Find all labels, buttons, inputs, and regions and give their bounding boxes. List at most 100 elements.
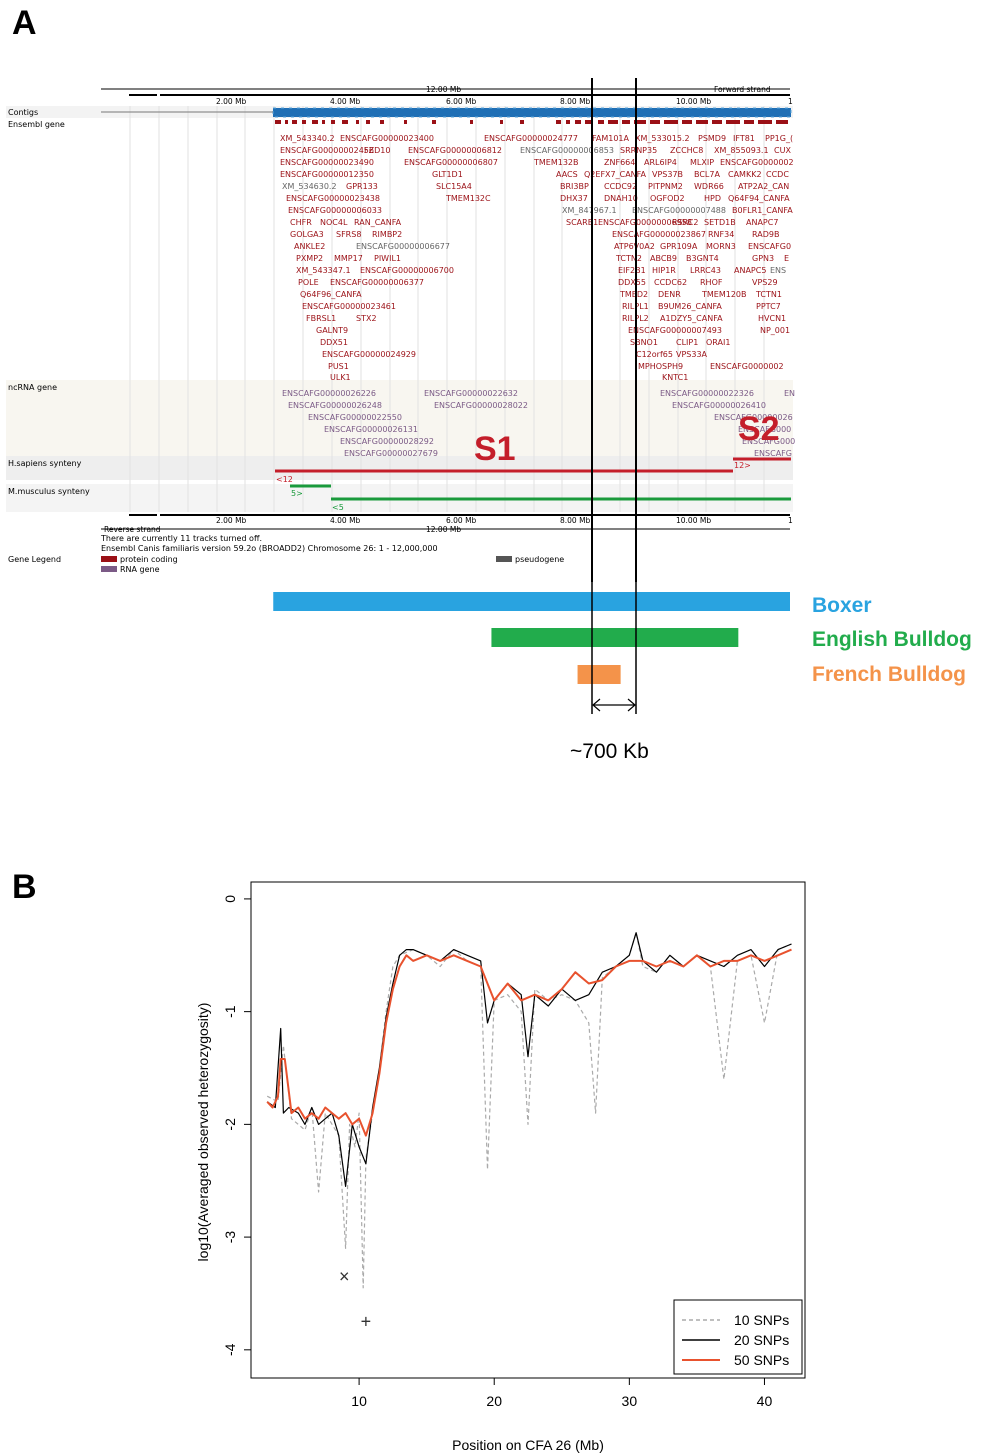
interval-arrowhead-right (627, 698, 636, 712)
track-label-ncrna-gene: ncRNA gene (8, 383, 57, 392)
ncrna-label: ENSCAFG00000026 (714, 413, 793, 422)
gene-label: ENSCAFG00000006033 (288, 206, 382, 215)
gene-label: BRI3BP (560, 182, 589, 191)
top-ticks: 2.00 Mb 4.00 Mb 6.00 Mb 8.00 Mb 10.00 Mb… (216, 97, 793, 106)
ncrna-label: ENSCAFG00000026226 (282, 389, 376, 398)
track-label-gene-legend: Gene Legend (8, 555, 61, 564)
gene-label: MORN3 (706, 242, 736, 251)
gene-label: BCL7A (694, 170, 720, 179)
breed-bar (577, 665, 621, 684)
gene-label: GPR133 (346, 182, 378, 191)
x-tick-label: 10 (351, 1393, 367, 1409)
tick-label: 1 (788, 516, 793, 525)
svg-text:ANKLE2ENSCAFG00000006677ATP6V0: ANKLE2 ENSCAFG00000006677 ATP6V0A2 GPR109A M… (294, 242, 791, 251)
ncrna-label: ENSCAFG000 (738, 425, 791, 434)
gene-label: ATP6V0A2 (614, 242, 655, 251)
gene-label: ATP2A2_CAN (738, 182, 789, 191)
tick-label: 1 (788, 97, 793, 106)
gene-label: RAD9B (752, 230, 779, 239)
gene-label: ENSCAFG00000006958 (598, 218, 692, 227)
human-synteny-left-label: <12 (276, 475, 293, 484)
gene-label: AACS (556, 170, 578, 179)
gene-label: SETD1B (704, 218, 736, 227)
gene-label: E (784, 254, 789, 263)
gene-label: ENSCAFG00000006677 (356, 242, 450, 251)
point-marker: + (361, 1312, 372, 1332)
tracks-off-note: There are currently 11 tracks turned off… (100, 534, 262, 543)
gene-legend: protein coding RNA gene pseudogene (101, 555, 564, 574)
gene-label: RSRC2 (672, 218, 698, 227)
gene-label: HVCN1 (758, 314, 786, 323)
gene-label: ENSCAFG00000006853 (520, 146, 614, 155)
x-axis: 10 20 30 40 (351, 1378, 772, 1409)
gene-label: ENSCAFG0000002 (710, 362, 784, 371)
gene-label: ENSCAFG00000023867 (612, 230, 706, 239)
gene-label: TMED2 (619, 290, 648, 299)
gene-label: KNTC1 (662, 373, 688, 382)
mouse-synteny-left-label: 5> (291, 489, 303, 498)
svg-text:Q64F96_CANFATMED2DENRTMEM120BT: Q64F96_CANFA TMED2 DENR TMEM120B TCTN1 (300, 290, 782, 299)
breed-label-english-bulldog: English Bulldog (812, 628, 972, 651)
gene-label: MMP17 (334, 254, 363, 263)
legend-label: 10 SNPs (734, 1312, 789, 1328)
ncrna-labels: ENSCAFG00000026226 ENSCAFG00000022632 ENSC… (282, 389, 795, 458)
forward-strand-label: Forward strand (714, 85, 771, 94)
legend-box (673, 1299, 803, 1375)
gene-label: SCARB1 (566, 218, 598, 227)
assembly-note: Ensembl Canis familiaris version 59.2o (… (101, 544, 438, 553)
rna-gene-swatch (101, 566, 117, 572)
tick-label: 10.00 Mb (676, 97, 711, 106)
gene-label: Q64F94_CANFA (728, 194, 790, 203)
ncrna-label: ENSCAFG00000022550 (308, 413, 402, 422)
gene-label: ZCCHC8 (670, 146, 703, 155)
gene-label: A1DZY5_CANFA (660, 314, 723, 323)
gene-label: ENSCAFG00000002456 (280, 146, 374, 155)
gene-label: ENSCAFG00000024929 (322, 350, 416, 359)
gene-label: ENSCAFG0 (748, 242, 791, 251)
gene-label: ENS (770, 266, 786, 275)
gene-label: RAN_CANFA (354, 218, 402, 227)
ncrna-label: ENSCAFG00000022326 (660, 389, 754, 398)
ncrna-label: ENSCAFG (754, 449, 792, 458)
gene-label: PSMD9 (698, 134, 726, 143)
gene-label: ENSCAFG00000024777 (484, 134, 578, 143)
gene-label: DENR (658, 290, 681, 299)
gene-label: ENSCAFG00000006807 (404, 158, 498, 167)
ensembl-region-view: 12.00 Mb Forward strand 2.00 Mb 4.00 Mb … (6, 85, 795, 574)
interval-arrowhead-left (592, 698, 601, 712)
ncrna-label: ENSCAFG00000026248 (288, 401, 382, 410)
gene-label: TCTN1 (755, 290, 782, 299)
gene-label: CUX (774, 146, 791, 155)
gene-label: PITPNM2 (648, 182, 683, 191)
gene-label: XM_534630.2 (282, 182, 337, 191)
gene-label: DNAH10 (604, 194, 638, 203)
top-scale-bar: 12.00 Mb Forward strand (101, 85, 790, 96)
gene-label: VPS37B (652, 170, 683, 179)
y-axis: 0 -1 -2 -3 -4 (222, 895, 251, 1356)
ncrna-label: ENSCAFG000 (742, 437, 795, 446)
legend-label: 20 SNPs (734, 1332, 789, 1348)
gene-label: FBRSL1 (306, 314, 336, 323)
series-line-20-snps (266, 932, 792, 1187)
x-tick-label: 40 (757, 1393, 773, 1409)
gene-label: RHOF (700, 278, 723, 287)
interval-size-label: ~700 Kb (570, 740, 649, 763)
s1-label: S1 (474, 430, 516, 468)
svg-text:ENSCAFG00000023461RILPL1B9UM26: ENSCAFG00000023461RILPL1B9UM26_CANFAPPTC… (302, 302, 781, 311)
gene-label: VPS29 (752, 278, 778, 287)
gene-label: ARL6IP4 (644, 158, 677, 167)
gene-label: DDX51 (320, 338, 348, 347)
tick-label: 8.00 Mb (560, 97, 591, 106)
gene-label: TMEM132B (533, 158, 579, 167)
gene-label: TCTN2 (615, 254, 642, 263)
